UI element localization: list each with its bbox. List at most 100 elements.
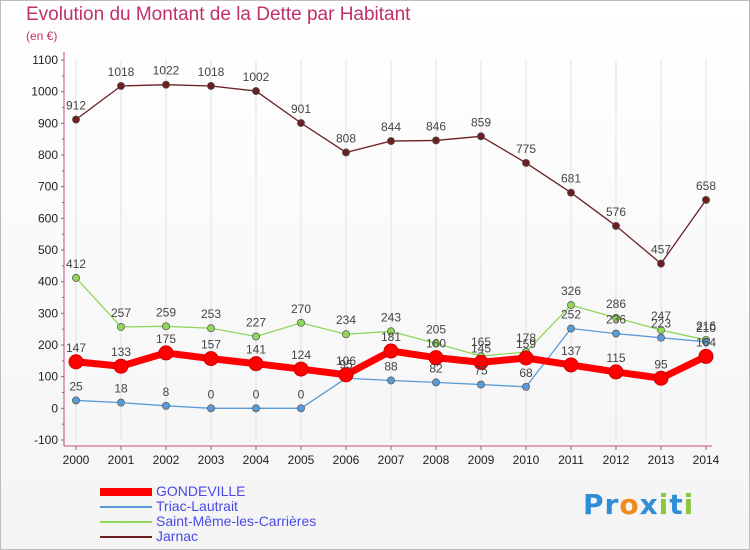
x-tick-label: 2009 bbox=[468, 453, 495, 467]
x-tick-label: 2011 bbox=[558, 453, 584, 467]
data-label: 808 bbox=[336, 131, 356, 145]
data-label: 0 bbox=[208, 387, 215, 401]
data-label: 1018 bbox=[108, 65, 135, 79]
data-label: 18 bbox=[114, 382, 128, 396]
data-point bbox=[702, 196, 710, 204]
data-label: 8 bbox=[163, 385, 170, 399]
data-point bbox=[477, 132, 485, 141]
data-label: 259 bbox=[156, 305, 176, 319]
x-tick-label: 2005 bbox=[288, 453, 315, 467]
x-axis: 2000 2001 2002 2003 2004 2005 2006 2007 2008 2009… bbox=[63, 445, 720, 467]
data-label: 115 bbox=[606, 351, 625, 365]
data-label: 1022 bbox=[153, 64, 180, 78]
data-point bbox=[162, 322, 170, 331]
data-label: 145 bbox=[471, 341, 491, 355]
data-label: 160 bbox=[426, 337, 446, 351]
y-tick-label: 1100 bbox=[32, 53, 58, 67]
data-point bbox=[657, 326, 665, 335]
data-point bbox=[162, 80, 170, 89]
logo-letter: i bbox=[658, 488, 670, 521]
data-label: 133 bbox=[111, 345, 131, 359]
data-label: 257 bbox=[111, 306, 131, 320]
data-point bbox=[207, 82, 215, 90]
x-tick-label: 2000 bbox=[63, 453, 90, 467]
data-point bbox=[567, 324, 575, 333]
data-point bbox=[297, 404, 305, 413]
x-tick-label: 2002 bbox=[153, 453, 180, 467]
data-label: 846 bbox=[426, 119, 446, 133]
logo-letter: r bbox=[604, 488, 620, 521]
data-point bbox=[567, 188, 575, 197]
y-tick-label: 500 bbox=[38, 243, 58, 257]
data-label: 137 bbox=[561, 344, 581, 358]
y-tick-label: 100 bbox=[38, 370, 58, 384]
data-label: 1002 bbox=[243, 70, 270, 84]
data-point bbox=[563, 357, 579, 373]
data-label: 178 bbox=[516, 331, 536, 345]
data-labels: 147 133 175 157 141 124 106 181 160 145 159 137 115 9… bbox=[66, 64, 716, 402]
data-label: 106 bbox=[336, 354, 356, 368]
data-point bbox=[383, 343, 399, 359]
data-label: 412 bbox=[66, 257, 86, 271]
data-label: 175 bbox=[156, 332, 176, 346]
data-label: 775 bbox=[516, 142, 536, 156]
x-tick-label: 2006 bbox=[333, 453, 360, 467]
data-label: 286 bbox=[606, 297, 626, 311]
legend-label: Saint-Même-les-Carrières bbox=[156, 513, 317, 529]
data-point bbox=[338, 367, 354, 383]
data-point bbox=[68, 354, 84, 370]
y-tick-label: 200 bbox=[38, 338, 58, 352]
logo-letter: P bbox=[583, 488, 605, 521]
data-point bbox=[207, 404, 215, 413]
data-point bbox=[432, 339, 440, 348]
y-tick-label: 900 bbox=[38, 116, 58, 130]
data-point bbox=[158, 345, 174, 361]
data-label: 859 bbox=[471, 115, 491, 129]
data-label: 223 bbox=[651, 317, 671, 331]
data-label: 205 bbox=[426, 322, 446, 336]
data-label: 0 bbox=[298, 387, 305, 401]
data-point bbox=[387, 137, 395, 146]
data-point bbox=[612, 329, 620, 338]
legend-swatch bbox=[100, 506, 152, 508]
data-label: 95 bbox=[654, 357, 668, 371]
data-point bbox=[608, 364, 624, 380]
data-label: 159 bbox=[516, 337, 536, 351]
data-label: 243 bbox=[381, 310, 401, 324]
data-label: 227 bbox=[246, 315, 266, 329]
data-label: 912 bbox=[66, 99, 86, 113]
x-tick-label: 2014 bbox=[693, 453, 720, 467]
data-label: 236 bbox=[606, 313, 626, 327]
series-group bbox=[68, 80, 714, 413]
data-point bbox=[252, 332, 260, 341]
logo-letter: i bbox=[683, 488, 695, 521]
data-label: 124 bbox=[291, 348, 311, 362]
data-point bbox=[522, 158, 530, 167]
data-label: 576 bbox=[606, 205, 626, 219]
data-label: 247 bbox=[651, 309, 671, 323]
y-tick-label: 700 bbox=[38, 180, 58, 194]
data-point bbox=[428, 350, 444, 366]
data-label: 68 bbox=[519, 366, 533, 380]
logo-letter: o bbox=[619, 488, 640, 521]
data-point bbox=[162, 401, 170, 410]
data-point bbox=[248, 356, 264, 372]
data-point bbox=[207, 324, 215, 333]
data-point bbox=[252, 87, 260, 95]
x-tick-label: 2012 bbox=[603, 453, 630, 467]
chart-title: Evolution du Montant de la Dette par Hab… bbox=[26, 4, 411, 25]
data-label: 1018 bbox=[198, 65, 225, 79]
logo-letter: x bbox=[639, 488, 659, 521]
data-point bbox=[342, 148, 350, 157]
data-label: 147 bbox=[66, 341, 86, 355]
data-label: 165 bbox=[471, 335, 491, 349]
data-label: 141 bbox=[246, 343, 266, 357]
data-point bbox=[113, 358, 129, 374]
data-point bbox=[612, 221, 620, 230]
data-point bbox=[702, 337, 710, 346]
legend-swatch bbox=[100, 536, 152, 538]
data-point bbox=[653, 370, 669, 386]
legend-label: Jarnac bbox=[156, 528, 199, 544]
